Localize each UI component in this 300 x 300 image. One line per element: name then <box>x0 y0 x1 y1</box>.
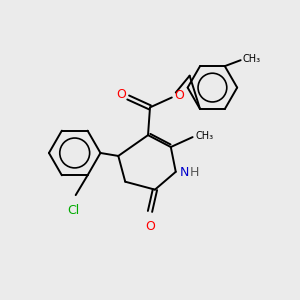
Text: O: O <box>145 220 155 233</box>
Text: CH₃: CH₃ <box>196 131 214 141</box>
Text: Cl: Cl <box>68 204 80 217</box>
Text: CH₃: CH₃ <box>243 54 261 64</box>
Text: O: O <box>116 88 126 101</box>
Text: N: N <box>180 166 189 179</box>
Text: H: H <box>190 166 199 179</box>
Text: O: O <box>174 89 184 102</box>
